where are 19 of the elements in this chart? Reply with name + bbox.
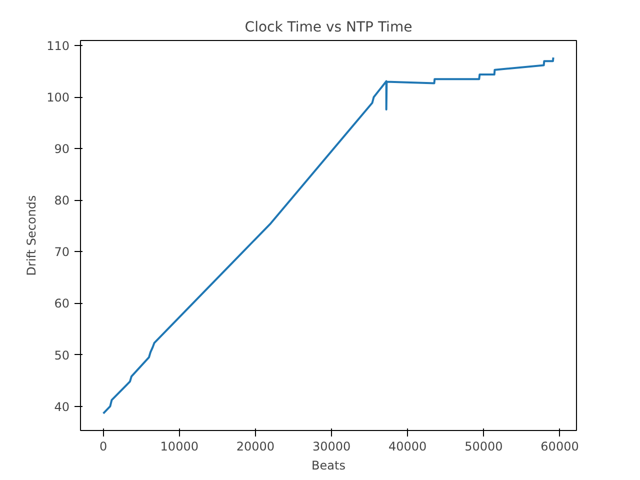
x-tick-label: 20000 xyxy=(236,440,275,454)
line-series xyxy=(102,56,554,414)
x-axis-title: Beats xyxy=(312,458,346,472)
x-tick-label: 50000 xyxy=(464,440,503,454)
y-tick-label: 90 xyxy=(54,142,70,156)
x-tick-label: 0 xyxy=(100,440,108,454)
y-tick-label: 60 xyxy=(54,296,70,311)
y-tick-label: 100 xyxy=(46,90,70,105)
x-tick-label: 10000 xyxy=(160,440,198,454)
y-tick-label: 80 xyxy=(54,194,70,208)
chart-title: Clock Time vs NTP Time xyxy=(244,20,412,36)
y-axis-title: Drift Seconds xyxy=(24,195,39,276)
y-tick-label: 70 xyxy=(54,245,70,260)
x-tick-label: 30000 xyxy=(312,440,351,454)
y-tick-label: 110 xyxy=(46,39,70,54)
x-tick-label: 40000 xyxy=(388,440,427,454)
y-tick-label: 50 xyxy=(54,348,70,362)
y-tick-label: 40 xyxy=(54,400,70,414)
x-tick-label: 60000 xyxy=(540,440,579,454)
